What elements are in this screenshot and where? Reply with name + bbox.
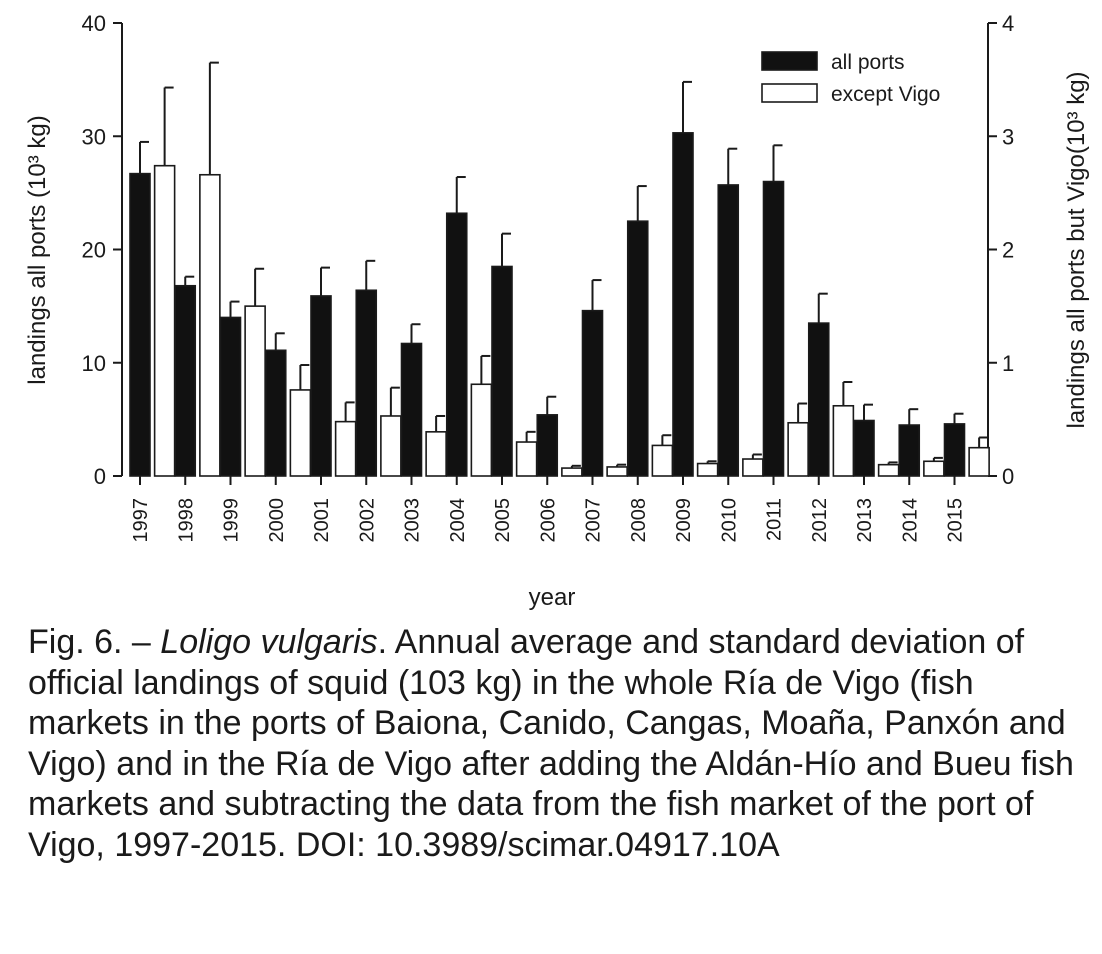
all-ports-bar — [943, 423, 966, 477]
except-vigo-bar — [742, 458, 764, 477]
right-tick-label: 2 — [1002, 238, 1014, 263]
except-vigo-bar — [515, 441, 538, 477]
all-ports-bar — [310, 295, 332, 477]
x-tick-label: 2010 — [718, 498, 740, 543]
all-ports-bar — [853, 419, 875, 477]
all-ports-bar — [898, 424, 921, 477]
right-tick-label: 3 — [1002, 124, 1014, 149]
legend-swatch-all-ports — [761, 51, 818, 71]
right-tick-label: 0 — [1002, 464, 1014, 489]
left-tick-label: 40 — [82, 11, 106, 36]
all-ports-bar — [355, 289, 378, 477]
all-ports-bar — [717, 184, 740, 477]
except-vigo-bar — [470, 383, 493, 477]
left-axis-title: landings all ports (10³ kg) — [24, 115, 51, 384]
right-tick-label: 4 — [1002, 11, 1014, 36]
all-ports-bar — [581, 309, 604, 477]
except-vigo-bar — [968, 446, 990, 477]
except-vigo-bar — [877, 463, 900, 477]
legend-swatch-except-vigo — [761, 83, 818, 103]
all-ports-bar — [536, 414, 559, 477]
except-vigo-bar — [561, 467, 583, 477]
x-tick-label: 2012 — [809, 498, 831, 543]
except-vigo-bar — [832, 404, 855, 477]
x-tick-label: 2009 — [673, 498, 695, 543]
except-vigo-bar — [696, 462, 719, 477]
legend-label-except-vigo: except Vigo — [831, 83, 940, 106]
left-tick-label: 10 — [82, 351, 106, 376]
x-tick-label: 2004 — [447, 498, 469, 543]
left-tick-label: 30 — [82, 124, 106, 149]
x-axis-title: year — [529, 584, 576, 611]
all-ports-bar — [219, 316, 242, 477]
x-tick-label: 2014 — [899, 498, 921, 543]
all-ports-bar — [672, 132, 694, 477]
except-vigo-bar — [244, 305, 266, 477]
caption-text: . Annual average and standard deviation … — [28, 623, 1074, 864]
right-tick-label: 1 — [1002, 351, 1014, 376]
except-vigo-bar — [651, 444, 674, 477]
x-tick-label: 2006 — [537, 498, 559, 543]
x-tick-label: 2002 — [356, 498, 378, 543]
chart-axes: 0 10 20 30 40 0 1 2 3 4 landings all ports (10³ kg… — [24, 11, 1090, 611]
x-tick-label: 2001 — [311, 498, 333, 543]
all-ports-bar — [264, 349, 287, 477]
figure-caption: Fig. 6. – Loligo vulgaris. Annual averag… — [28, 622, 1088, 865]
x-tick-label: 2013 — [854, 498, 876, 543]
legend-label-all-ports: all ports — [831, 51, 905, 74]
except-vigo-bar — [380, 415, 402, 477]
except-vigo-bar — [289, 389, 312, 477]
left-tick-label: 20 — [82, 238, 106, 263]
except-vigo-bar — [606, 466, 628, 477]
x-tick-label: 2005 — [492, 498, 514, 543]
x-tick-label: 1999 — [221, 498, 243, 543]
chart-legend: all ports except Vigo — [761, 51, 940, 106]
chart-bars — [129, 61, 990, 477]
except-vigo-bar — [425, 431, 447, 477]
all-ports-bar — [400, 342, 423, 477]
x-tick-label: 2000 — [266, 498, 288, 543]
except-vigo-bar — [787, 421, 809, 477]
caption-species: Loligo vulgaris — [160, 623, 378, 661]
x-tick-label: 1998 — [175, 498, 197, 543]
x-tick-label: 2008 — [628, 498, 650, 543]
bar-chart: 0 10 20 30 40 0 1 2 3 4 landings all ports (10³ kg… — [24, 11, 1090, 611]
all-ports-bar — [491, 265, 513, 477]
right-axis-title: landings all ports but Vigo(10³ kg) — [1063, 71, 1090, 428]
except-vigo-bar — [199, 173, 221, 477]
all-ports-bar — [626, 220, 649, 477]
x-tick-label: 2015 — [945, 498, 967, 543]
x-tick-label: 2011 — [764, 498, 786, 541]
except-vigo-bar — [153, 164, 176, 477]
x-tick-label: 2003 — [402, 498, 424, 543]
x-tick-label: 1997 — [130, 498, 152, 543]
except-vigo-bar — [334, 420, 357, 477]
except-vigo-bar — [923, 460, 945, 477]
all-ports-bar — [445, 212, 468, 477]
all-ports-bar — [174, 284, 197, 477]
all-ports-bar — [129, 172, 151, 477]
all-ports-bar — [762, 180, 785, 477]
all-ports-bar — [807, 322, 830, 477]
left-tick-label: 0 — [94, 464, 106, 489]
caption-prefix: Fig. 6. – — [28, 623, 161, 661]
x-tick-label: 2007 — [583, 498, 605, 543]
